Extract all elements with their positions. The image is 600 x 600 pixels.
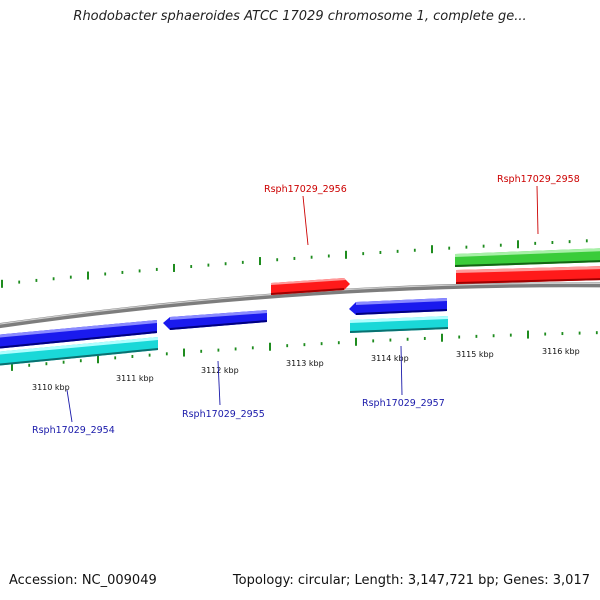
gene-label-rsph17029-2958[interactable]: Rsph17029_2958	[497, 174, 580, 185]
genome-summary-text: Topology: circular; Length: 3,147,721 bp…	[232, 573, 590, 588]
feature-rsph17029-2955-gene[interactable]	[163, 310, 267, 330]
backbone-arc	[0, 282, 600, 329]
feature-rsph17029-2957-cds[interactable]	[350, 316, 448, 333]
feature-rsph17029-2954-cds[interactable]	[0, 337, 158, 366]
feature-rsph17029-2958-cds[interactable]	[455, 248, 600, 267]
scale-label-3113: 3113 kbp	[286, 359, 324, 368]
feature-rsph17029-2954-gene[interactable]	[0, 320, 157, 349]
scale-label-3111: 3111 kbp	[116, 374, 154, 383]
gene-label-rsph17029-2957[interactable]: Rsph17029_2957	[362, 398, 445, 409]
leader-line-2956	[302, 195, 309, 246]
feature-rsph17029-2956-gene[interactable]	[271, 278, 350, 295]
outer-tick-ring	[1, 239, 588, 288]
leader-line-2955	[217, 360, 221, 406]
scale-label-3115: 3115 kbp	[456, 350, 494, 359]
scale-label-3110: 3110 kbp	[32, 383, 70, 392]
map-title: Rhodobacter sphaeroides ATCC 17029 chrom…	[73, 9, 527, 24]
leader-line-2957	[400, 345, 403, 396]
feature-rsph17029-2957-gene[interactable]	[349, 298, 447, 315]
leader-line-2954	[66, 389, 73, 423]
feature-rsph17029-2958-gene[interactable]	[456, 266, 600, 284]
gene-label-rsph17029-2956[interactable]: Rsph17029_2956	[264, 184, 347, 195]
gene-label-rsph17029-2954[interactable]: Rsph17029_2954	[32, 425, 115, 436]
gene-label-rsph17029-2955[interactable]: Rsph17029_2955	[182, 409, 265, 420]
accession-text: Accession: NC_009049	[9, 573, 157, 588]
leader-line-2958	[536, 185, 539, 235]
scale-label-3116: 3116 kbp	[542, 347, 580, 356]
scale-label-3114: 3114 kbp	[371, 354, 409, 363]
scale-label-3112: 3112 kbp	[201, 366, 239, 375]
